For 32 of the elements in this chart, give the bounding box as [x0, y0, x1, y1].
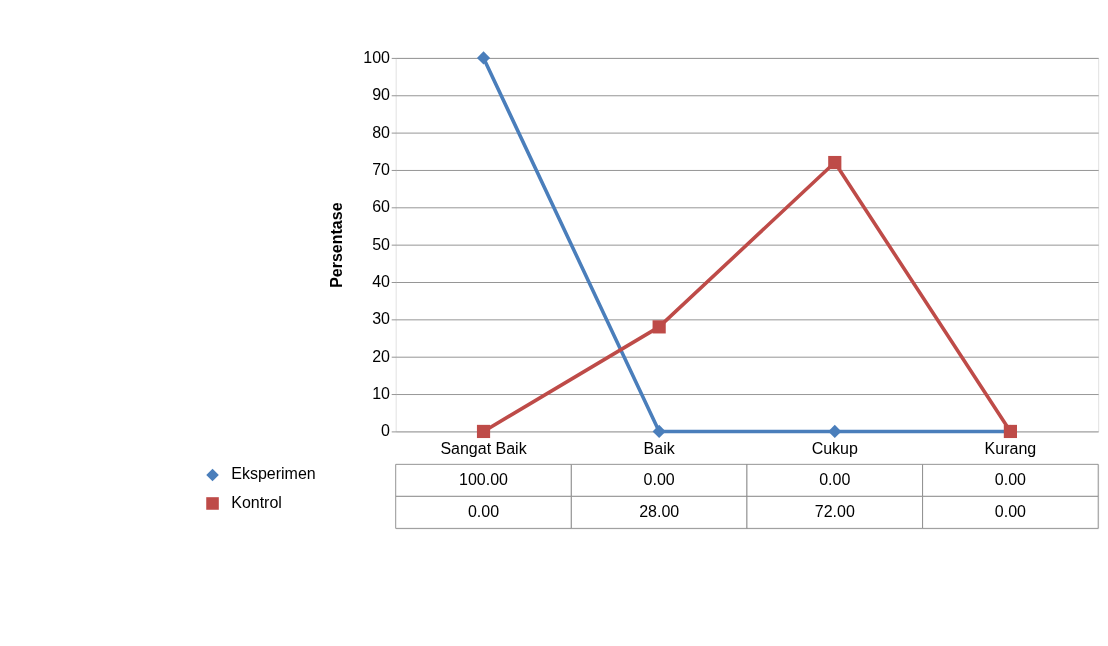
- data-label: 100.00: [459, 470, 509, 488]
- x-tick-label: Kurang: [984, 440, 1037, 458]
- data-label: 0.00: [643, 470, 675, 488]
- data-label: 0.00: [994, 502, 1027, 520]
- point: [828, 155, 842, 170]
- x-tick-label: Sangat Baik: [440, 440, 528, 458]
- data-label: 0.00: [819, 470, 851, 488]
- point: [828, 424, 842, 439]
- y-tick-label: 0: [381, 422, 391, 440]
- y-tick-label: 20: [372, 347, 391, 365]
- data-label: 72.00: [814, 502, 855, 520]
- y-tick-label: 10: [372, 384, 391, 402]
- data-label: 28.00: [639, 502, 680, 520]
- x-tick-label: Baik: [643, 440, 676, 458]
- y-axis-title: Persentase: [327, 202, 345, 288]
- y-tick-label: 30: [372, 310, 391, 328]
- legend-label: Kontrol: [231, 493, 282, 511]
- y-tick-label: 40: [372, 272, 391, 290]
- point: [652, 320, 666, 334]
- point: [652, 424, 666, 439]
- y-tick-label: 60: [372, 198, 391, 216]
- point: [476, 51, 491, 65]
- y-tick-label: 100: [363, 48, 391, 66]
- data-label: 0.00: [467, 502, 500, 520]
- y-tick-label: 90: [372, 86, 391, 104]
- legend-label: Eksperimen: [231, 465, 316, 483]
- y-tick-label: 50: [372, 235, 391, 253]
- point: [476, 424, 491, 439]
- data-label: 0.00: [994, 470, 1027, 488]
- y-tick-label: 80: [372, 123, 391, 141]
- y-tick-label: 70: [372, 160, 391, 178]
- x-tick-label: Cukup: [811, 440, 859, 458]
